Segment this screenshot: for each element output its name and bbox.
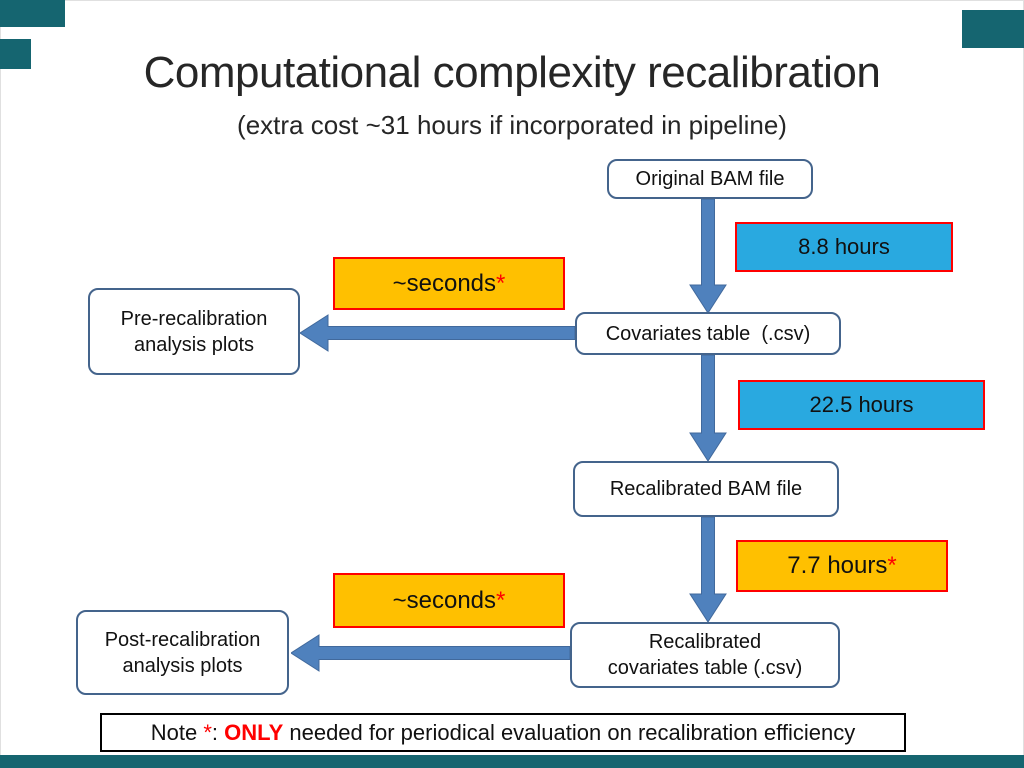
teal-corner-decoration — [962, 10, 1024, 48]
teal-corner-decoration — [0, 39, 31, 69]
footnote-box: Note *: ONLY needed for periodical evalu… — [100, 713, 906, 752]
duration-badge-8-8-hours: 8.8 hours — [735, 222, 953, 272]
node-post-recalibration-plots: Post-recalibration analysis plots — [76, 610, 289, 695]
node-recalibrated-bam-file: Recalibrated BAM file — [573, 461, 839, 517]
node-covariates-table: Covariates table (.csv) — [575, 312, 841, 355]
duration-badge-seconds-post: ~seconds * — [333, 573, 565, 628]
node-label-line2: analysis plots — [133, 333, 255, 356]
slide-subtitle: (extra cost ~31 hours if incorporated in… — [237, 110, 787, 140]
footnote-asterisk: * — [203, 719, 212, 745]
duration-badge-7-7-hours: 7.7 hours * — [736, 540, 948, 592]
footnote-part2: : — [211, 719, 225, 745]
footnote-text: Note *: ONLY needed for periodical evalu… — [151, 720, 855, 746]
teal-corner-decoration — [0, 0, 65, 27]
slide-title: Computational complexity recalibration — [143, 48, 881, 97]
flow-arrow-recal-cov-to-post-plots-icon — [291, 634, 570, 672]
flow-arrow-original-to-covariates-icon — [689, 199, 727, 313]
asterisk-marker: * — [496, 586, 506, 614]
flow-arrow-covariates-to-pre-plots-icon — [300, 314, 575, 352]
node-label: Original BAM file — [635, 168, 785, 190]
asterisk-marker: * — [887, 552, 897, 579]
flow-arrow-recal-bam-to-recal-cov-icon — [689, 517, 727, 622]
node-label-line1: Pre-recalibration — [120, 307, 268, 330]
duration-label: ~seconds — [392, 269, 497, 297]
duration-label: 22.5 hours — [809, 392, 914, 417]
node-original-bam-file: Original BAM file — [607, 159, 813, 199]
node-label: Recalibrated BAM file — [609, 478, 803, 500]
asterisk-marker: * — [496, 269, 506, 297]
node-pre-recalibration-plots: Pre-recalibration analysis plots — [88, 288, 300, 375]
duration-label: 8.8 hours — [798, 234, 890, 259]
node-label: Covariates table (.csv) — [605, 322, 811, 345]
footnote-part1: Note — [150, 719, 204, 745]
duration-badge-seconds-pre: ~seconds * — [333, 257, 565, 310]
duration-label: 7.7 hours — [787, 552, 888, 579]
node-label-line1: Recalibrated — [648, 631, 762, 653]
node-label-line2: analysis plots — [122, 654, 243, 677]
duration-label: ~seconds — [392, 586, 497, 614]
node-label-line2: covariates table (.csv) — [607, 657, 803, 679]
flow-arrow-covariates-to-recal-bam-icon — [689, 355, 727, 461]
node-recalibrated-covariates-table: Recalibrated covariates table (.csv) — [570, 622, 840, 688]
footnote-part3: needed for periodical evaluation on reca… — [283, 719, 856, 745]
duration-badge-22-5-hours: 22.5 hours — [738, 380, 985, 430]
footnote-only-emphasis: ONLY — [224, 719, 284, 745]
teal-bottom-bar — [0, 755, 1024, 768]
node-label-line1: Post-recalibration — [104, 628, 261, 651]
